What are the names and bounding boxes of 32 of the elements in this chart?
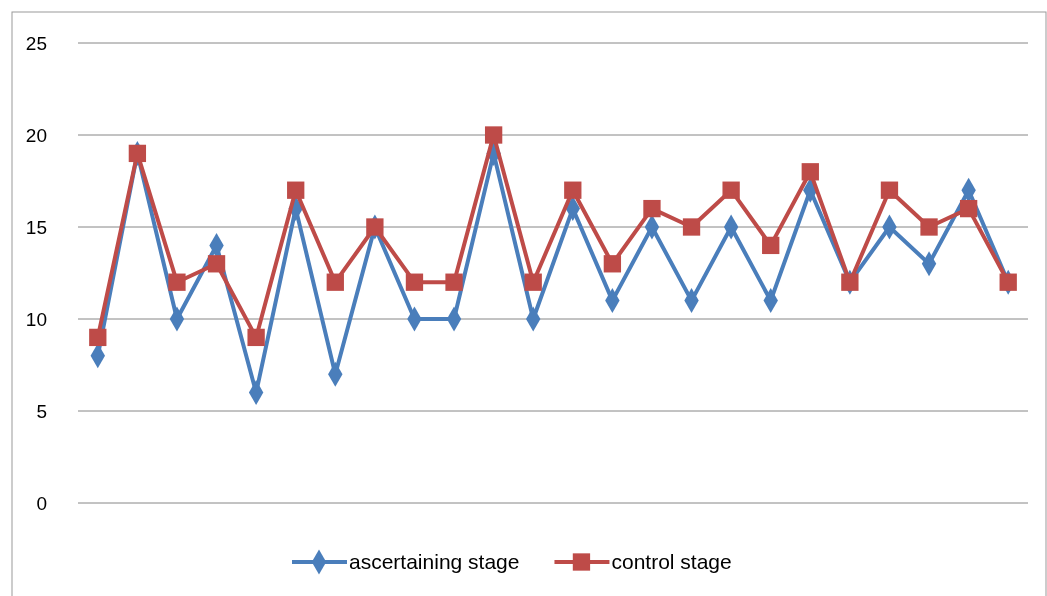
- point: [959, 199, 978, 218]
- point: [247, 328, 265, 347]
- y-tick-label: 10: [25, 308, 47, 330]
- point: [484, 126, 503, 144]
- point: [287, 181, 305, 199]
- point: [564, 181, 582, 199]
- point: [722, 181, 740, 199]
- point: [366, 218, 384, 236]
- y-tick-label: 15: [25, 216, 47, 238]
- point: [801, 163, 819, 181]
- point: [207, 255, 226, 273]
- y-tick-label: 5: [36, 400, 47, 422]
- point: [445, 273, 463, 291]
- point: [682, 218, 701, 236]
- point: [326, 273, 344, 291]
- legend-label: control stage: [611, 550, 732, 573]
- point: [524, 273, 542, 291]
- legend-label: ascertaining stage: [349, 550, 520, 573]
- point: [603, 255, 622, 273]
- point: [168, 273, 186, 291]
- point: [880, 181, 899, 199]
- point: [89, 328, 107, 347]
- y-tick-label: 25: [25, 32, 47, 54]
- point: [762, 236, 780, 255]
- point: [405, 273, 424, 291]
- y-tick-label: 0: [36, 492, 47, 514]
- point: [128, 144, 147, 163]
- point: [999, 273, 1017, 291]
- y-tick-label: 20: [25, 124, 47, 146]
- point: [643, 199, 661, 218]
- point: [920, 218, 938, 236]
- point: [841, 273, 859, 291]
